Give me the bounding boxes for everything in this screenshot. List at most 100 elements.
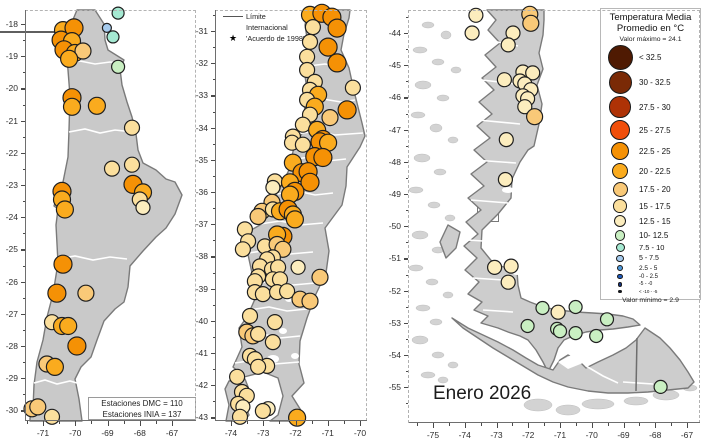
- station-marker: [497, 171, 514, 188]
- x-tick-label: -72: [289, 428, 302, 438]
- island-shape: [442, 291, 454, 299]
- station-marker: [290, 259, 306, 275]
- station-marker: [103, 160, 121, 177]
- y-tick: [20, 88, 25, 90]
- y-tick: [210, 95, 215, 97]
- station-marker: [321, 108, 339, 127]
- island-shape: [427, 201, 441, 209]
- x-minor-tick: [448, 423, 450, 426]
- y-tick: [210, 385, 215, 387]
- legend-bin-label: 5 - 7.5: [639, 255, 659, 262]
- x-tick-label: -70: [69, 428, 82, 438]
- y-minor-tick: [212, 47, 215, 49]
- station-counts-box: Estaciones DMC = 110 Estaciones INIA = 1…: [88, 397, 196, 420]
- y-tick: [20, 152, 25, 154]
- x-tick-label: -70: [585, 430, 598, 440]
- y-tick-label: -51: [388, 253, 401, 264]
- station-marker: [311, 268, 329, 286]
- legend-bin-label: < 32.5: [639, 52, 662, 62]
- island-shape: [429, 318, 443, 326]
- y-minor-tick: [22, 136, 25, 138]
- y-minor-tick: [212, 272, 215, 274]
- lake-shape: [279, 328, 287, 334]
- x-tick-label: -67: [165, 428, 179, 438]
- y-minor-tick: [212, 401, 215, 403]
- station-marker: [47, 283, 67, 303]
- island-shape: [623, 396, 649, 406]
- legend-bin-swatch: [615, 243, 625, 253]
- lake-shape: [291, 353, 299, 359]
- x-tick: [43, 421, 45, 426]
- x-minor-tick: [671, 423, 673, 426]
- y-minor-tick: [405, 306, 408, 308]
- legend-bin-swatch: [617, 273, 623, 280]
- station-marker: [327, 53, 347, 73]
- station-marker: [503, 258, 519, 274]
- y-tick-label: -49: [388, 189, 401, 199]
- x-tick-label: -71: [553, 430, 567, 440]
- y-minor-tick: [22, 72, 25, 74]
- y-tick-label: -34: [195, 122, 208, 133]
- y-tick: [403, 33, 408, 35]
- station-marker: [500, 37, 516, 53]
- station-marker: [67, 336, 87, 356]
- island-shape: [425, 278, 439, 286]
- y-tick-label: -52: [388, 285, 401, 296]
- legend-title-line1: Temperatura Media: [609, 12, 692, 23]
- y-tick-label: -43: [195, 412, 208, 423]
- x-minor-tick: [91, 421, 93, 424]
- x-tick-label: -73: [490, 430, 503, 440]
- y-tick: [20, 313, 25, 315]
- y-tick: [403, 97, 408, 99]
- station-marker: [522, 14, 540, 32]
- region-border-line: [472, 277, 504, 281]
- y-tick-label: -55: [388, 382, 401, 393]
- y-tick-label: -37: [195, 219, 208, 230]
- y-tick: [20, 120, 25, 122]
- inia-count-label: Estaciones INIA = 137: [102, 409, 182, 419]
- legend-bin-label: -5 - -0: [639, 281, 653, 288]
- legend-bin-swatch: [618, 289, 622, 294]
- station-marker: [468, 7, 484, 23]
- y-tick: [210, 353, 215, 355]
- station-marker: [500, 274, 516, 290]
- legend-bin-row: 22.5 - 25: [601, 141, 700, 162]
- legend-bin-label: < -10 - -5: [639, 289, 658, 294]
- y-tick: [403, 161, 408, 163]
- star-icon: ★: [228, 33, 238, 43]
- x-minor-tick: [512, 423, 514, 426]
- station-marker: [301, 33, 319, 50]
- x-minor-tick: [26, 421, 28, 424]
- y-tick-label: -53: [388, 317, 401, 328]
- y-tick-label: -18: [5, 19, 18, 29]
- acuerdo-label: 'Acuerdo de 1998': [246, 33, 305, 43]
- y-tick: [210, 127, 215, 129]
- station-marker: [313, 147, 333, 168]
- border-line-symbol: [220, 15, 246, 17]
- y-minor-tick: [212, 369, 215, 371]
- x-tick: [139, 421, 141, 426]
- y-tick-label: -27: [5, 308, 18, 319]
- x-tick: [263, 421, 265, 426]
- x-tick: [560, 423, 562, 428]
- x-minor-tick: [59, 421, 61, 424]
- y-minor-tick: [405, 338, 408, 340]
- station-marker: [249, 325, 267, 343]
- x-tick-label: -69: [617, 430, 630, 440]
- x-minor-tick: [575, 423, 577, 426]
- legend-bin-label: 17.5 - 20: [639, 184, 671, 194]
- y-tick-label: -24: [5, 212, 18, 223]
- legend-bin-row: -5 - -0: [601, 281, 700, 289]
- y-tick: [210, 417, 215, 419]
- y-minor-tick: [22, 329, 25, 331]
- station-marker: [568, 326, 583, 341]
- y-minor-tick: [212, 175, 215, 177]
- temperature-legend: Temperatura Media Promedio en °C Valor m…: [600, 8, 701, 304]
- legend-title-line2: Promedio en °C: [616, 23, 685, 34]
- y-minor-tick: [405, 49, 408, 51]
- y-tick-label: -21: [5, 115, 18, 126]
- station-marker: [298, 61, 316, 79]
- y-tick-label: -23: [5, 180, 18, 190]
- y-tick: [20, 281, 25, 283]
- legend-bin-label: 20 - 22.5: [639, 166, 671, 176]
